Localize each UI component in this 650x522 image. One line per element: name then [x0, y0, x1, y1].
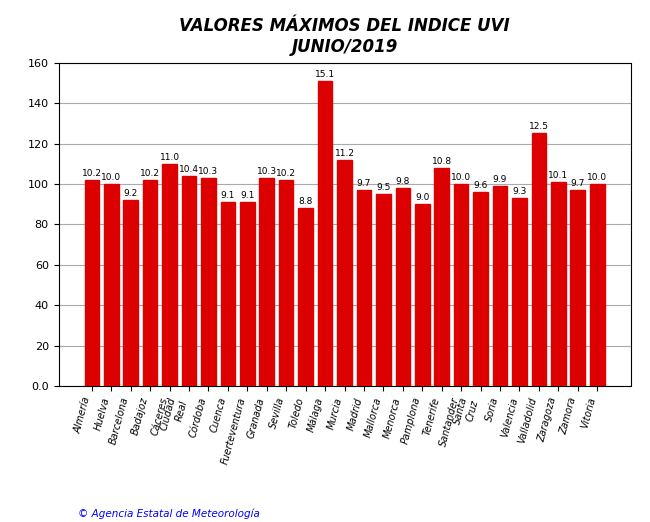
Bar: [298, 208, 313, 386]
Text: 9.6: 9.6: [473, 181, 488, 190]
Bar: [182, 176, 196, 386]
Bar: [532, 134, 546, 386]
Text: 12.5: 12.5: [529, 123, 549, 132]
Text: 9.8: 9.8: [396, 177, 410, 186]
Text: 10.8: 10.8: [432, 157, 452, 166]
Bar: [124, 200, 138, 386]
Text: 10.1: 10.1: [548, 171, 568, 180]
Bar: [143, 180, 157, 386]
Text: 10.4: 10.4: [179, 165, 199, 174]
Bar: [396, 188, 410, 386]
Bar: [259, 178, 274, 386]
Title: VALORES MÁXIMOS DEL INDICE UVI
JUNIO/2019: VALORES MÁXIMOS DEL INDICE UVI JUNIO/201…: [179, 17, 510, 55]
Bar: [415, 204, 430, 386]
Bar: [473, 192, 488, 386]
Bar: [493, 186, 507, 386]
Bar: [220, 202, 235, 386]
Text: 10.0: 10.0: [587, 173, 607, 182]
Text: 10.2: 10.2: [276, 169, 296, 178]
Bar: [201, 178, 216, 386]
Bar: [571, 190, 585, 386]
Bar: [434, 168, 449, 386]
Bar: [104, 184, 118, 386]
Bar: [240, 202, 255, 386]
Text: 11.0: 11.0: [159, 153, 179, 162]
Text: 9.5: 9.5: [376, 183, 391, 192]
Text: © Agencia Estatal de Meteorología: © Agencia Estatal de Meteorología: [78, 508, 260, 519]
Bar: [337, 160, 352, 386]
Text: 9.3: 9.3: [512, 187, 527, 196]
Bar: [357, 190, 371, 386]
Text: 10.2: 10.2: [140, 169, 160, 178]
Bar: [318, 81, 332, 386]
Text: 10.2: 10.2: [82, 169, 102, 178]
Text: 15.1: 15.1: [315, 70, 335, 79]
Text: 9.7: 9.7: [571, 179, 585, 188]
Text: 11.2: 11.2: [335, 149, 354, 158]
Bar: [512, 198, 527, 386]
Text: 8.8: 8.8: [298, 197, 313, 206]
Bar: [454, 184, 469, 386]
Bar: [84, 180, 99, 386]
Text: 10.3: 10.3: [198, 167, 218, 176]
Bar: [162, 164, 177, 386]
Bar: [279, 180, 293, 386]
Bar: [376, 194, 391, 386]
Text: 9.2: 9.2: [124, 189, 138, 198]
Text: 9.1: 9.1: [221, 191, 235, 200]
Text: 10.3: 10.3: [257, 167, 277, 176]
Text: 9.7: 9.7: [357, 179, 371, 188]
Text: 9.9: 9.9: [493, 175, 507, 184]
Bar: [590, 184, 605, 386]
Text: 10.0: 10.0: [451, 173, 471, 182]
Text: 9.1: 9.1: [240, 191, 255, 200]
Text: 9.0: 9.0: [415, 193, 430, 202]
Bar: [551, 182, 566, 386]
Text: 10.0: 10.0: [101, 173, 122, 182]
